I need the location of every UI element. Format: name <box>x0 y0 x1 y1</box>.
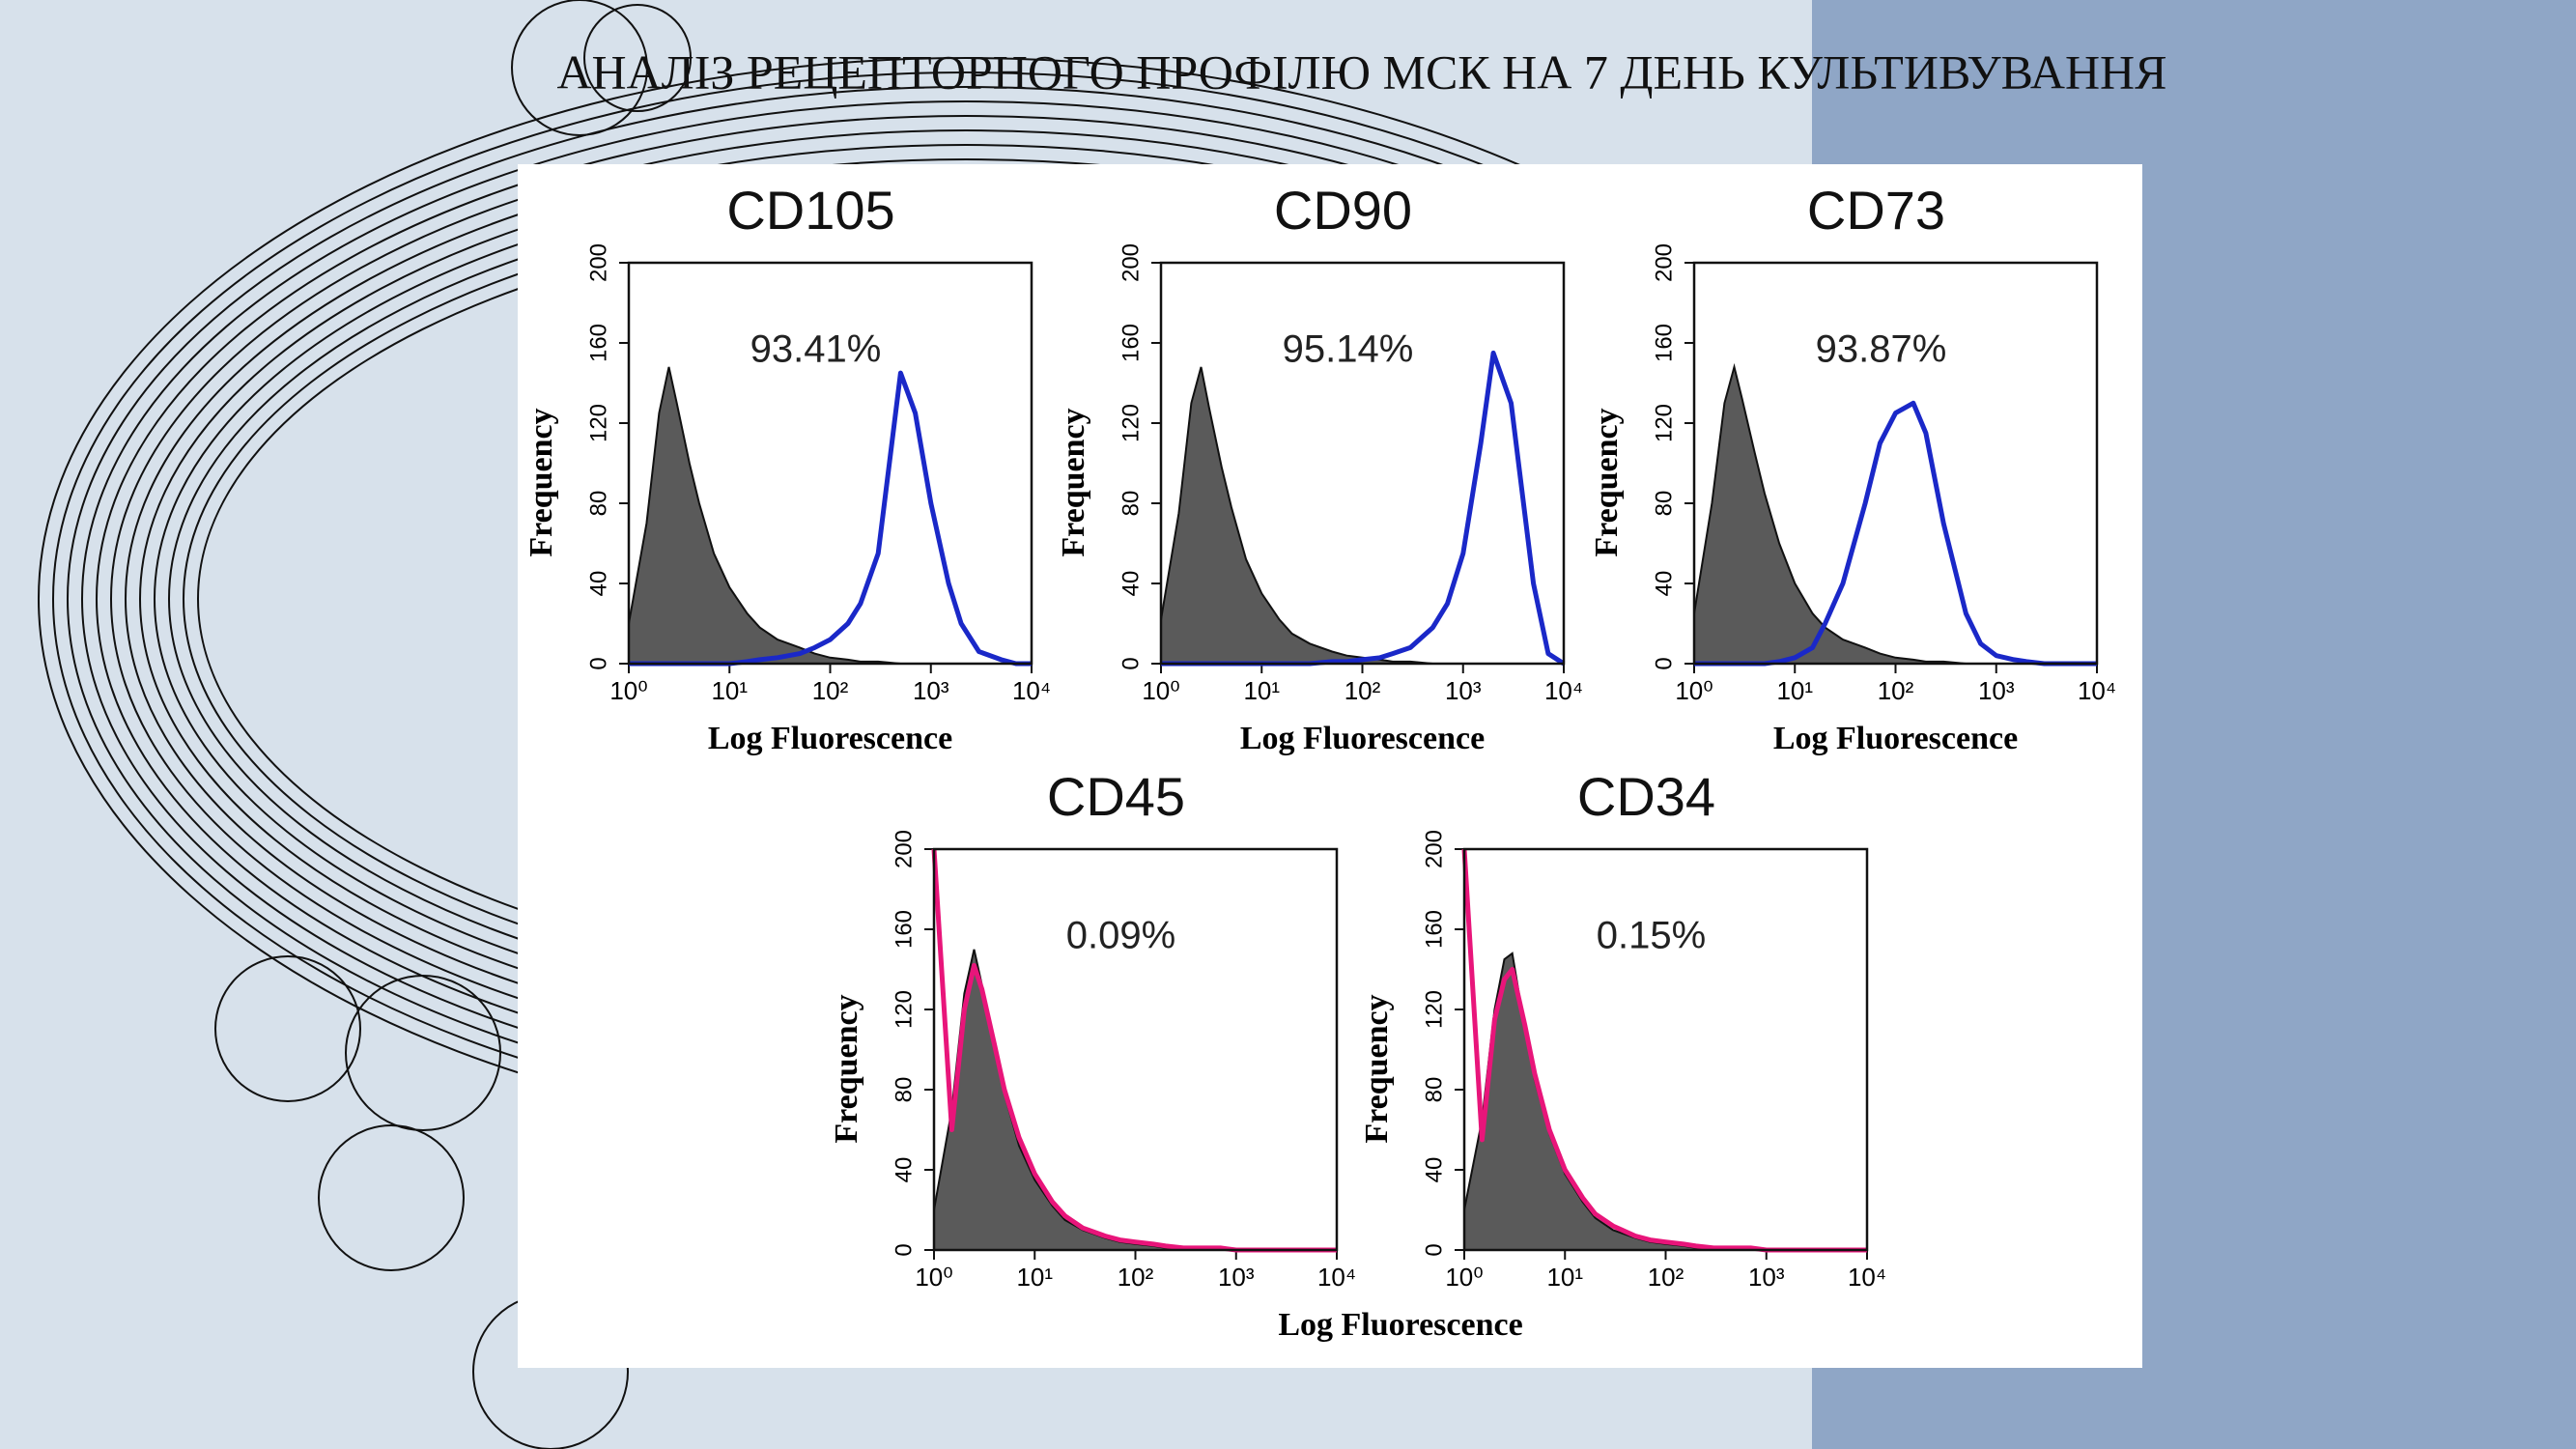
histogram-chart: CD73 93.87% Frequency Log Fluorescence 0 40 80… <box>1589 180 2116 756</box>
y-tick-label: 80 <box>891 1077 917 1103</box>
y-tick-label: 160 <box>891 910 917 949</box>
histogram-chart: CD45 0.09% Frequency Log Fluorescence 0 40 80 1… <box>829 766 1523 1343</box>
y-tick-label: 0 <box>1421 1243 1447 1256</box>
annotation: 0.09% <box>1066 915 1175 957</box>
x-tick-label: 10¹ <box>1776 676 1813 705</box>
y-axis-label: Frequency <box>1589 408 1625 556</box>
x-tick-label: 10² <box>1648 1263 1684 1292</box>
x-tick-label: 10³ <box>1748 1263 1785 1292</box>
y-tick-label: 200 <box>1421 830 1447 868</box>
x-tick-label: 10¹ <box>1546 1263 1583 1292</box>
x-axis-label: Log Fluorescence <box>1773 721 2018 756</box>
y-tick-label: 80 <box>1118 491 1144 517</box>
y-tick-label: 120 <box>891 990 917 1029</box>
plot-frame <box>1692 261 2099 666</box>
histogram-chart: CD90 95.14% Frequency Log Fluorescence 0 40 80… <box>1056 180 1583 756</box>
x-tick-label: 10⁰ <box>609 676 647 705</box>
y-tick-label: 80 <box>585 491 611 517</box>
y-tick-label: 40 <box>585 571 611 597</box>
y-tick-label: 0 <box>1651 657 1677 669</box>
y-tick-label: 120 <box>1651 404 1677 442</box>
plot-frame <box>1159 261 1566 666</box>
figure-panel <box>518 164 2142 1368</box>
y-axis-label: Frequency <box>524 408 559 556</box>
y-tick-label: 160 <box>585 324 611 362</box>
plot-frame <box>1462 847 1869 1252</box>
y-tick-label: 120 <box>1118 404 1144 442</box>
y-axis-label: Frequency <box>1359 994 1395 1143</box>
y-tick-label: 0 <box>585 657 611 669</box>
x-tick-label: 10² <box>1878 676 1914 705</box>
annotation: 95.14% <box>1283 328 1414 371</box>
y-tick-label: 120 <box>1421 990 1447 1029</box>
x-tick-label: 10³ <box>1218 1263 1255 1292</box>
chart-title: CD73 <box>1807 180 1945 241</box>
histogram-chart: CD34 0.15% Frequency 0 40 80 120 160 200 10⁰ 10¹ 10… <box>1359 766 1886 1292</box>
y-tick-label: 40 <box>891 1157 917 1183</box>
x-tick-label: 10⁴ <box>2078 676 2116 705</box>
x-tick-label: 10⁰ <box>1675 676 1713 705</box>
y-tick-label: 40 <box>1421 1157 1447 1183</box>
x-tick-label: 10⁰ <box>1445 1263 1483 1292</box>
x-tick-label: 10³ <box>1978 676 2015 705</box>
y-tick-label: 160 <box>1118 324 1144 362</box>
slide-title: АНАЛІЗ РЕЦЕПТОРНОГО ПРОФІЛЮ МСК НА 7 ДЕН… <box>556 44 2166 99</box>
y-tick-label: 120 <box>585 404 611 442</box>
y-tick-label: 80 <box>1651 491 1677 517</box>
y-tick-label: 40 <box>1118 571 1144 597</box>
y-tick-label: 80 <box>1421 1077 1447 1103</box>
y-tick-label: 200 <box>891 830 917 868</box>
y-tick-label: 0 <box>1118 657 1144 669</box>
x-tick-label: 10⁴ <box>1012 676 1051 705</box>
plot-frame <box>627 261 1033 666</box>
x-tick-label: 10⁴ <box>1544 676 1583 705</box>
chart-title: CD105 <box>726 180 894 241</box>
x-tick-label: 10² <box>1345 676 1381 705</box>
x-tick-label: 10¹ <box>711 676 748 705</box>
x-tick-label: 10⁴ <box>1317 1263 1356 1292</box>
chart-title: CD45 <box>1047 766 1185 827</box>
chart-title: CD90 <box>1274 180 1412 241</box>
y-axis-label: Frequency <box>829 994 864 1143</box>
x-tick-label: 10⁴ <box>1848 1263 1886 1292</box>
x-tick-label: 10¹ <box>1243 676 1280 705</box>
x-axis-label: Log Fluorescence <box>1278 1307 1522 1343</box>
y-axis-label: Frequency <box>1056 408 1091 556</box>
histogram-chart: CD105 93.41% Frequency Log Fluorescence 0 40 8… <box>524 180 1051 756</box>
x-tick-label: 10³ <box>1445 676 1482 705</box>
y-tick-label: 160 <box>1421 910 1447 949</box>
x-tick-label: 10² <box>1118 1263 1154 1292</box>
chart-title: CD34 <box>1577 766 1715 827</box>
x-tick-label: 10⁰ <box>915 1263 952 1292</box>
y-tick-label: 0 <box>891 1243 917 1256</box>
x-axis-label: Log Fluorescence <box>1240 721 1485 756</box>
y-tick-label: 200 <box>1118 243 1144 282</box>
y-tick-label: 200 <box>585 243 611 282</box>
x-axis-label: Log Fluorescence <box>708 721 952 756</box>
x-tick-label: 10³ <box>913 676 949 705</box>
annotation: 93.87% <box>1816 328 1947 371</box>
y-tick-label: 200 <box>1651 243 1677 282</box>
annotation: 93.41% <box>750 328 882 371</box>
plot-frame <box>932 847 1339 1252</box>
x-tick-label: 10⁰ <box>1142 676 1179 705</box>
y-tick-label: 160 <box>1651 324 1677 362</box>
y-tick-label: 40 <box>1651 571 1677 597</box>
annotation: 0.15% <box>1597 915 1706 957</box>
x-tick-label: 10² <box>812 676 849 705</box>
x-tick-label: 10¹ <box>1016 1263 1053 1292</box>
